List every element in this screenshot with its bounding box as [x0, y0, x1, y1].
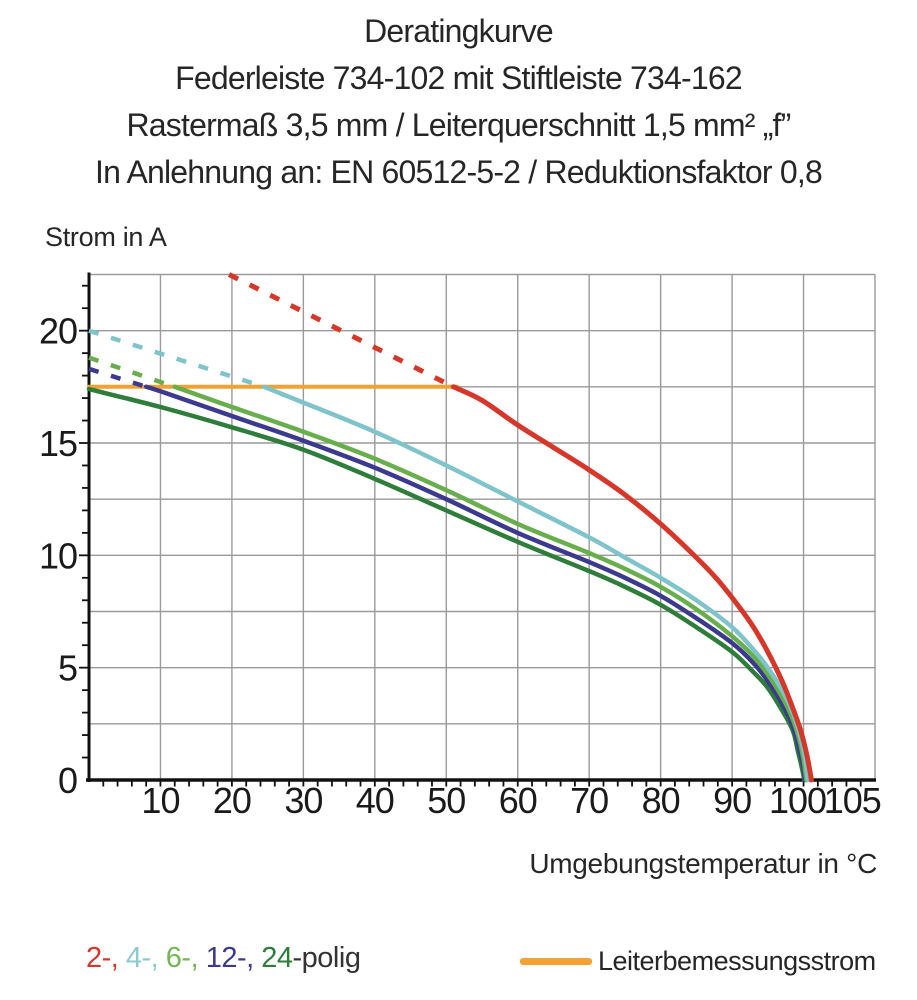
- x-tick-label: 30: [284, 780, 322, 821]
- pole-count-label: 24: [253, 942, 293, 974]
- curve-6-polig: [172, 384, 809, 783]
- x-tick-label: 50: [427, 780, 465, 821]
- x-tick-label: 80: [642, 780, 680, 821]
- x-axis-title: Umgebungstemperatur in °C: [529, 848, 877, 879]
- pole-count-label: 4-,: [118, 942, 159, 974]
- pole-count-label: 12-,: [198, 942, 254, 974]
- curve-12-polig: [143, 384, 808, 783]
- figure-title-block: Deratingkurve Federleiste 734-102 mit St…: [0, 8, 917, 196]
- title-line-2: Federleiste 734-102 mit Stiftleiste 734-…: [175, 60, 743, 96]
- pole-count-label: 6-,: [158, 942, 199, 974]
- poles-legend: 2-, 4-, 6-, 12-, 24-polig: [86, 942, 361, 975]
- y-tick-label: 0: [58, 760, 77, 801]
- pole-suffix-label: -polig: [292, 942, 361, 974]
- x-tick-label: 90: [713, 780, 751, 821]
- rated-current-line-swatch: [520, 958, 592, 965]
- curve-dashed-4-polig: [88, 328, 265, 389]
- y-tick-label: 10: [39, 535, 77, 576]
- x-tick-label: 100: [769, 780, 826, 821]
- x-tick-label: 10: [141, 780, 179, 821]
- y-tick-label: 20: [39, 311, 77, 352]
- curve-2-polig: [450, 384, 814, 783]
- title-line-1: Deratingkurve: [364, 13, 554, 49]
- title-line-3: Rastermaß 3,5 mm / Leiterquerschnitt 1,5…: [126, 107, 791, 143]
- x-tick-label: 40: [356, 780, 394, 821]
- curve-dashed-2-polig: [227, 272, 455, 390]
- curve-dashed-6-polig: [88, 355, 176, 389]
- y-axis-title: Strom in A: [45, 222, 167, 252]
- pole-count-label: 2-,: [86, 942, 119, 974]
- y-tick-label: 5: [58, 648, 77, 689]
- y-tick-label: 15: [39, 423, 77, 464]
- title-line-4: In Anlehnung an: EN 60512-5-2 / Reduktio…: [95, 154, 823, 190]
- x-tick-label: 60: [499, 780, 537, 821]
- rated-current-legend-label: Leiterbemessungsstrom: [598, 946, 876, 976]
- x-tick-label: 20: [213, 780, 251, 821]
- x-tick-label: 105: [824, 780, 881, 821]
- x-tick-label: 70: [570, 780, 608, 821]
- curve-dashed-12-polig: [88, 366, 147, 389]
